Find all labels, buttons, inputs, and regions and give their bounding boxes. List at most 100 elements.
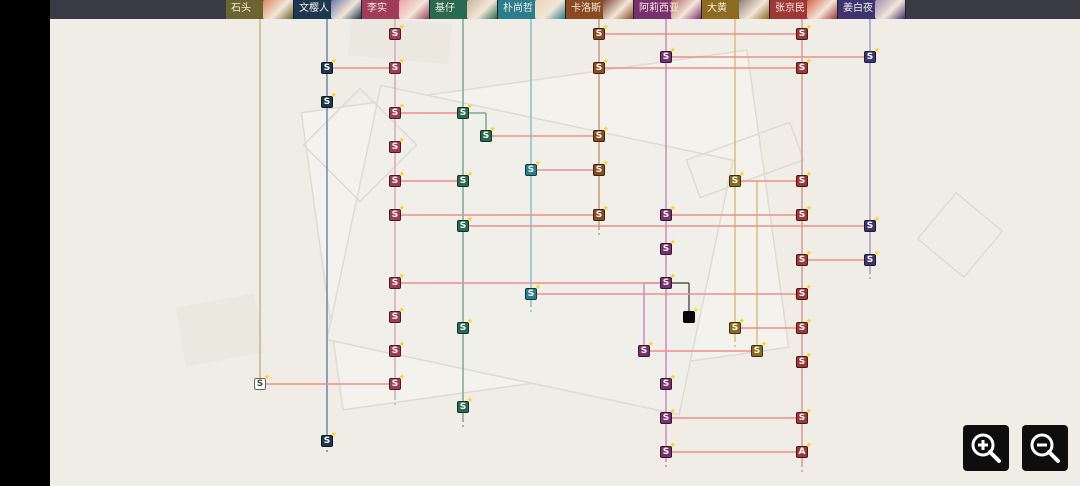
zoom-out-button[interactable] bbox=[1022, 425, 1068, 471]
story-node[interactable]: S ★ bbox=[796, 250, 812, 266]
story-node[interactable]: S ★ bbox=[796, 408, 812, 424]
story-node[interactable]: S ★ bbox=[660, 408, 676, 424]
character-name: 卡洛斯 bbox=[571, 3, 601, 14]
story-node[interactable]: S ★ bbox=[457, 103, 473, 119]
story-node[interactable]: S ★ bbox=[660, 239, 676, 255]
story-node[interactable]: S ★ bbox=[389, 137, 405, 153]
story-node[interactable]: S ★ bbox=[389, 273, 405, 289]
character-name: 李实 bbox=[367, 3, 387, 14]
story-node[interactable]: S ★ bbox=[457, 318, 473, 334]
story-node[interactable]: S ★ bbox=[796, 318, 812, 334]
story-node[interactable]: S ★ bbox=[593, 205, 609, 221]
story-node[interactable]: S ★ bbox=[389, 307, 405, 323]
node-label: S bbox=[731, 323, 739, 333]
story-node[interactable]: S ★ bbox=[796, 58, 812, 74]
story-node[interactable]: S ★ bbox=[593, 24, 609, 40]
character-tab-c4[interactable]: 基仔 bbox=[430, 0, 498, 19]
star-icon: ★ bbox=[669, 238, 676, 246]
story-node[interactable]: S ★ bbox=[660, 273, 676, 289]
story-node[interactable]: S ★ bbox=[389, 171, 405, 187]
node-label: S bbox=[527, 289, 535, 299]
node-label: S bbox=[391, 278, 399, 288]
node-label: S bbox=[391, 346, 399, 356]
star-icon: ★ bbox=[466, 102, 473, 110]
star-icon: ★ bbox=[602, 159, 609, 167]
story-node[interactable]: S ★ bbox=[660, 442, 676, 458]
character-tab-c2[interactable]: 文樱人 bbox=[294, 0, 362, 19]
star-icon: ★ bbox=[534, 159, 541, 167]
story-node[interactable]: S ★ bbox=[389, 103, 405, 119]
node-label: S bbox=[391, 379, 399, 389]
node-label: S bbox=[482, 131, 490, 141]
star-icon: ★ bbox=[602, 57, 609, 65]
story-node[interactable]: S ★ bbox=[864, 216, 880, 232]
story-node[interactable]: S ★ bbox=[389, 341, 405, 357]
story-node[interactable]: S ★ bbox=[660, 205, 676, 221]
star-icon: ★ bbox=[466, 317, 473, 325]
story-node[interactable]: S ★ bbox=[480, 126, 496, 142]
star-icon: ★ bbox=[805, 170, 812, 178]
story-node[interactable]: S ★ bbox=[389, 58, 405, 74]
story-node[interactable]: S ★ bbox=[638, 341, 654, 357]
story-node[interactable]: S ★ bbox=[660, 47, 676, 63]
character-portrait bbox=[739, 0, 769, 19]
character-tab-c10[interactable]: 姜白夜 bbox=[838, 0, 906, 19]
story-node[interactable]: S ★ bbox=[864, 250, 880, 266]
story-branch-map[interactable]: S ★ S ★ S ★ S ★ S ★ S ★ S ★ S ★ S ★ S ★ S ★ S ★ S ★ S ★ S ★ S ★ S ★ S ★ S ★ S ★… bbox=[50, 0, 1080, 486]
story-node[interactable]: S ★ bbox=[660, 374, 676, 390]
story-node[interactable]: S ★ bbox=[457, 216, 473, 232]
story-node[interactable]: S ★ bbox=[796, 24, 812, 40]
story-node[interactable]: A ★ bbox=[796, 442, 812, 458]
story-node[interactable]: S ★ bbox=[457, 397, 473, 413]
node-label: S bbox=[753, 346, 761, 356]
story-node[interactable]: S ★ bbox=[457, 171, 473, 187]
story-node[interactable]: S ★ bbox=[321, 92, 337, 108]
story-node[interactable]: S ★ bbox=[796, 205, 812, 221]
story-lines bbox=[259, 19, 871, 475]
character-tab-c7[interactable]: 阿莉西亚 bbox=[634, 0, 702, 19]
node-label: S bbox=[459, 402, 467, 412]
star-icon: ★ bbox=[602, 204, 609, 212]
character-name: 文樱人 bbox=[299, 3, 329, 14]
node-label: S bbox=[798, 323, 806, 333]
story-node[interactable]: S ★ bbox=[796, 352, 812, 368]
character-portrait bbox=[807, 0, 837, 19]
star-icon: ★ bbox=[805, 249, 812, 257]
story-node[interactable]: S ★ bbox=[751, 341, 767, 357]
story-node[interactable]: S ★ bbox=[525, 160, 541, 176]
node-label: S bbox=[662, 413, 670, 423]
story-node[interactable]: ★ bbox=[683, 307, 699, 323]
story-node[interactable]: S ★ bbox=[796, 284, 812, 300]
character-tab-c8[interactable]: 大黄 bbox=[702, 0, 770, 19]
story-node[interactable]: S ★ bbox=[864, 47, 880, 63]
node-label: S bbox=[459, 323, 467, 333]
character-tab-c5[interactable]: 朴尚哲 bbox=[498, 0, 566, 19]
star-icon: ★ bbox=[873, 215, 880, 223]
character-portrait bbox=[603, 0, 633, 19]
story-node[interactable]: S ★ bbox=[796, 171, 812, 187]
story-node[interactable]: S ★ bbox=[389, 205, 405, 221]
story-node[interactable]: S ★ bbox=[729, 318, 745, 334]
character-tab-c3[interactable]: 李实 bbox=[362, 0, 430, 19]
story-node[interactable]: S ★ bbox=[729, 171, 745, 187]
story-node[interactable]: S ★ bbox=[593, 126, 609, 142]
star-icon: ★ bbox=[805, 317, 812, 325]
zoom-in-button[interactable] bbox=[963, 425, 1009, 471]
story-node[interactable]: S ★ bbox=[321, 58, 337, 74]
story-node[interactable]: S ★ bbox=[254, 374, 270, 390]
story-node[interactable]: S ★ bbox=[525, 284, 541, 300]
star-icon: ★ bbox=[398, 306, 405, 314]
node-label: S bbox=[798, 357, 806, 367]
story-node[interactable]: S ★ bbox=[593, 58, 609, 74]
star-icon: ★ bbox=[873, 249, 880, 257]
story-node[interactable]: S ★ bbox=[389, 24, 405, 40]
story-node[interactable]: S ★ bbox=[389, 374, 405, 390]
character-tab-c1[interactable]: 石头 bbox=[226, 0, 294, 19]
character-tab-c6[interactable]: 卡洛斯 bbox=[566, 0, 634, 19]
character-tab-c9[interactable]: 张京民 bbox=[770, 0, 838, 19]
star-icon: ★ bbox=[738, 317, 745, 325]
story-node[interactable]: S ★ bbox=[593, 160, 609, 176]
star-icon: ★ bbox=[805, 441, 812, 449]
story-node[interactable]: S ★ bbox=[321, 431, 337, 447]
node-label: S bbox=[391, 142, 399, 152]
